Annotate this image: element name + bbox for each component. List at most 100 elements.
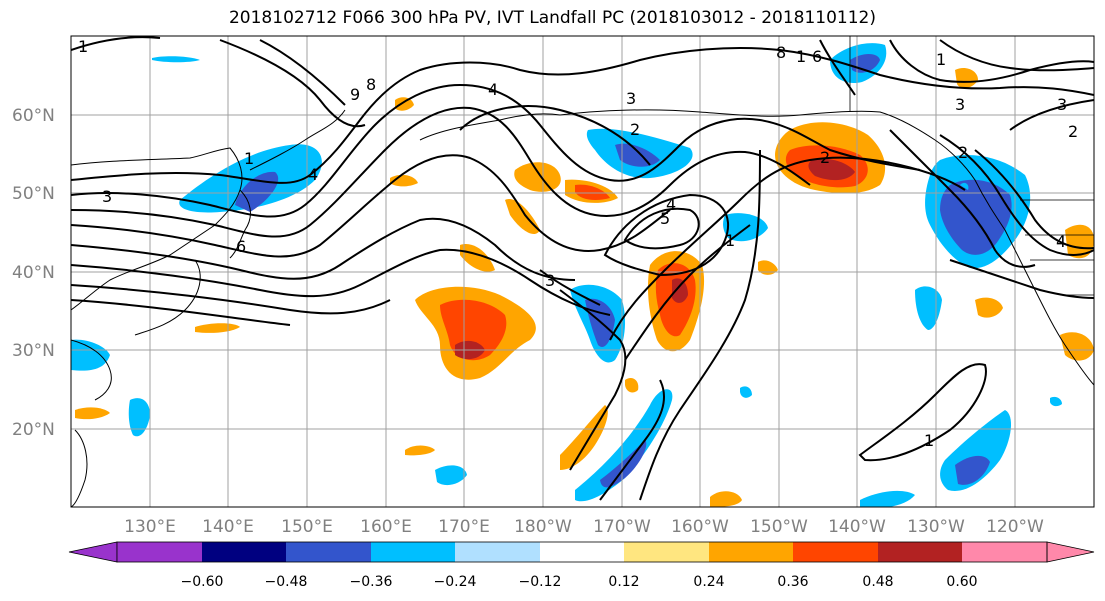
colorbar-segment	[540, 542, 624, 562]
positive-anomaly-region	[710, 491, 742, 507]
colorbar-tick-label: −0.60	[181, 574, 224, 590]
colorbar-segment	[878, 542, 962, 562]
pv-contour-1-mid	[624, 224, 751, 361]
contour-label: 4	[308, 165, 318, 184]
contour-label: 6	[812, 47, 822, 66]
contour-label: 1	[936, 50, 946, 69]
lon-label: 160°E	[360, 517, 412, 537]
contour-label: 4	[666, 195, 676, 214]
colorbar-tick-label: 0.24	[693, 574, 724, 590]
contour-label: 5	[660, 209, 670, 228]
colorbar-tick-label: 0.60	[946, 574, 977, 590]
lon-label: 160°W	[671, 517, 729, 537]
pv-contour-2	[609, 156, 966, 341]
pv-contour-1e	[889, 129, 1036, 268]
negative-anomaly-core	[955, 455, 990, 485]
contour-label: 8	[366, 75, 376, 94]
negative-anomaly-region	[152, 56, 200, 63]
longitude-labels: 130°E 140°E 150°E 160°E 170°E 180°W 170°…	[124, 517, 1044, 537]
kamchatka-coastline	[249, 109, 346, 171]
contour-label: 1	[796, 47, 806, 66]
lon-label: 180°W	[514, 517, 572, 537]
pv-contour-5-closed	[623, 207, 700, 250]
lon-label: 120°W	[986, 517, 1044, 537]
pv-contour-2e	[939, 134, 1094, 256]
contour-label: 1	[78, 37, 88, 56]
pv-contour-6	[71, 154, 671, 258]
contour-label: 3	[626, 89, 636, 108]
north-america-coastline	[934, 139, 1094, 386]
lat-label: 50°N	[12, 184, 55, 204]
contour-label: 3	[102, 187, 112, 206]
colorbar-segment	[455, 542, 540, 562]
positive-anomaly-region	[460, 244, 495, 272]
pv-contour-1ne	[889, 39, 1094, 83]
pv-contour-1-long	[639, 149, 761, 501]
japan-coastline	[134, 259, 201, 336]
colorbar-segment	[962, 542, 1047, 562]
contour-label: 2	[958, 143, 968, 162]
map-frame	[70, 35, 1095, 508]
pv-contour-3e	[1009, 99, 1094, 131]
lat-label: 40°N	[12, 263, 55, 283]
positive-anomaly-max	[672, 278, 688, 303]
contour-label: 2	[1068, 122, 1078, 141]
positive-anomaly-region	[1065, 224, 1094, 259]
negative-anomaly-region	[915, 286, 942, 330]
positive-anomaly-region	[514, 162, 561, 192]
colorbar-segment	[117, 542, 202, 562]
contour-label: 1	[244, 149, 254, 168]
coastlines	[71, 36, 1094, 507]
lon-label: 130°E	[124, 517, 176, 537]
negative-anomaly-core	[600, 440, 647, 488]
colorbar-tick-label: −0.12	[519, 574, 562, 590]
pv-contour-4	[71, 83, 921, 218]
colorbar-segment	[286, 542, 371, 562]
positive-anomaly-region	[505, 199, 540, 235]
positive-anomaly-core	[575, 184, 610, 200]
pv-contour-7	[71, 217, 576, 281]
negative-anomaly-core	[615, 143, 660, 167]
colorbar-segment	[624, 542, 709, 562]
contour-label: 1	[924, 431, 934, 450]
pv-contour-4-closed	[603, 193, 730, 277]
contour-label: 3	[955, 95, 965, 114]
contour-label: 3	[1057, 95, 1067, 114]
negative-anomaly-region	[435, 465, 467, 486]
colorbar-extend-max	[1046, 541, 1095, 563]
lon-label: 150°W	[750, 517, 808, 537]
colorbar-tick-label: −0.24	[434, 574, 477, 590]
pv-contour-8ne	[819, 39, 856, 96]
colorbar-tick-label: 0.48	[862, 574, 893, 590]
lon-label: 140°E	[202, 517, 254, 537]
latitude-labels: 60°N 50°N 40°N 30°N 20°N	[12, 106, 55, 440]
asia-coastline	[71, 147, 243, 311]
negative-anomaly-region	[179, 144, 322, 213]
pv-contour-9n	[259, 39, 346, 106]
colorbar-ticks: −0.60 −0.48 −0.36 −0.24 −0.12 0.12 0.24 …	[181, 574, 978, 590]
contour-label: 4	[1056, 232, 1066, 251]
lon-label: 140°W	[828, 517, 886, 537]
lat-label: 20°N	[12, 420, 55, 440]
colorbar-tick-label: −0.36	[350, 574, 393, 590]
contour-label: 6	[236, 237, 246, 256]
negative-anomaly-region	[575, 389, 673, 502]
pv-contour-1-s	[599, 379, 665, 501]
contour-label: 2	[630, 120, 640, 139]
negative-anomaly-region	[860, 490, 915, 507]
colorbar-segment	[202, 542, 286, 562]
colorbar-tick-label: −0.48	[265, 574, 308, 590]
pv-contour-4e	[974, 149, 1094, 250]
taiwan-coastline	[71, 339, 112, 401]
pv-contour-3b	[559, 289, 627, 471]
map-title: 2018102712 F066 300 hPa PV, IVT Landfall…	[228, 8, 876, 28]
colorbar-segments	[68, 541, 1095, 563]
state-borders	[1020, 199, 1094, 296]
contour-label: 2	[820, 148, 830, 167]
colorbar-segment	[371, 542, 455, 562]
contour-label: 8	[776, 43, 786, 62]
lat-label: 60°N	[12, 106, 55, 126]
pv-contour-1	[71, 36, 161, 51]
alaska-coastline	[559, 109, 936, 141]
